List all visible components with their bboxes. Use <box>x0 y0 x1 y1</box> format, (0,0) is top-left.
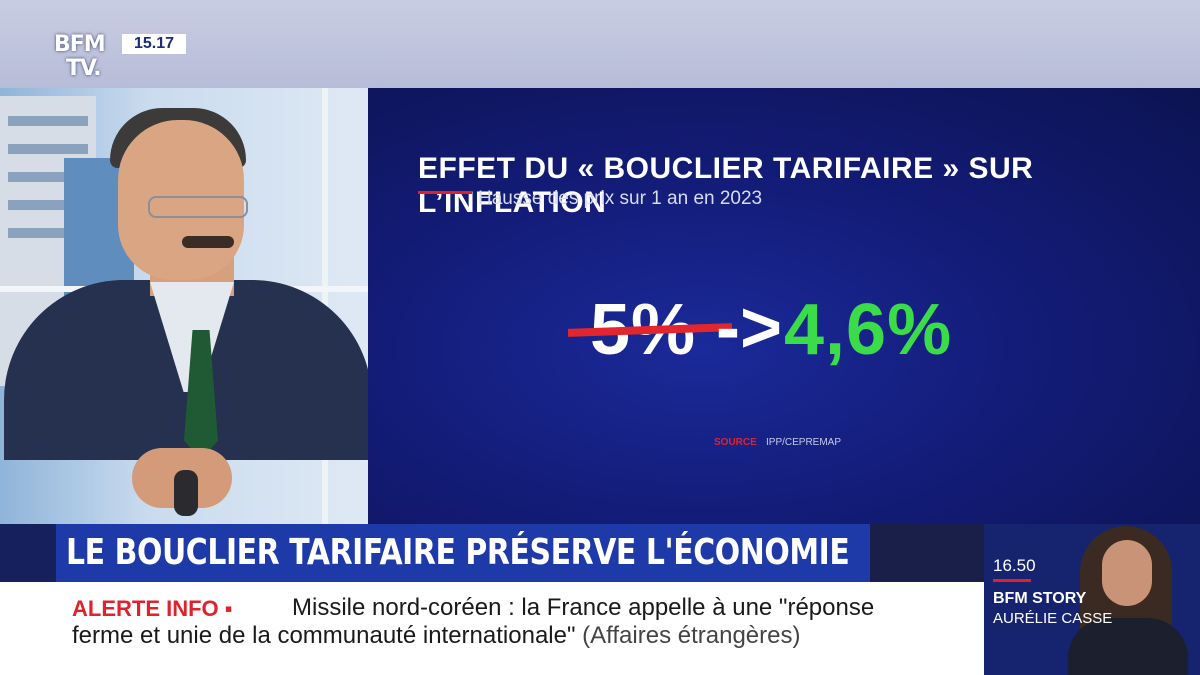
source-label: SOURCE <box>714 437 757 448</box>
next-program-accent <box>993 579 1031 582</box>
title-accent-line <box>418 191 472 194</box>
info-graphic-panel <box>368 88 1200 524</box>
next-program-host: AURÉLIE CASSE <box>993 610 1113 627</box>
channel-logo: BFM <box>54 32 106 57</box>
headline-text: LE BOUCLIER TARIFAIRE PRÉSERVE L'ÉCONOMI… <box>66 532 850 573</box>
alert-text-line1: Missile nord-coréen : la France appelle … <box>292 594 875 621</box>
headline-banner <box>56 524 870 582</box>
alert-source: (Affaires étrangères) <box>582 622 801 649</box>
arrow: -> <box>716 288 783 368</box>
graphic-subtitle: Hausse des prix sur 1 an en 2023 <box>478 188 763 209</box>
top-band <box>0 0 1200 88</box>
breaking-news-strip <box>0 582 984 675</box>
microphone <box>174 470 198 516</box>
next-program-name: BFM STORY <box>993 590 1087 607</box>
alert-text-line2-body: ferme et unie de la communauté internati… <box>72 622 576 649</box>
new-inflation-value: 4,6% <box>784 290 953 370</box>
host-photo-face <box>1102 540 1152 606</box>
host-photo-body <box>1068 618 1188 675</box>
source-value: IPP/CEPREMAP <box>766 437 842 448</box>
alert-text-line2: ferme et unie de la communauté internati… <box>72 622 800 650</box>
channel-logo-tv: TV. <box>66 56 102 81</box>
banner-edge <box>0 524 56 582</box>
alert-tag: ALERTE INFO ▪ <box>72 596 233 621</box>
live-clock: 15.17 <box>122 34 186 54</box>
next-program-time: 16.50 <box>993 556 1036 575</box>
